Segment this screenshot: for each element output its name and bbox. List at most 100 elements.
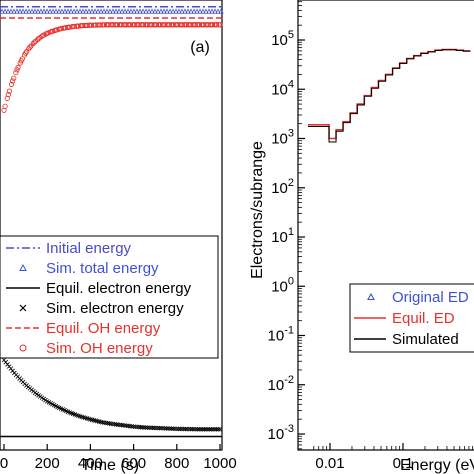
sim-total-marker [89, 8, 95, 14]
sim-total-marker [113, 8, 119, 14]
panel-a: 0 200 400 600 800 1000 (a) Time (s) Initial e… [0, 0, 237, 474]
sim-electron-marker [152, 425, 157, 431]
sim-total-marker [185, 8, 191, 14]
legend-a-entry: Initial energy [6, 240, 132, 257]
sim-total-marker [191, 8, 197, 14]
legend-a-label: Sim. electron energy [46, 300, 184, 317]
sim-total-marker [35, 8, 41, 14]
sim-electron-marker [200, 427, 206, 432]
sim-total-marker [53, 8, 59, 14]
sim-electron-marker [169, 426, 174, 431]
sim-total-marker [119, 8, 125, 14]
legend-a-entry: Sim. OH energy [19, 340, 153, 357]
sim-total-marker [11, 8, 17, 14]
sim-oh-marker [2, 103, 8, 109]
sim-total-marker [23, 8, 29, 14]
sim-electron-marker [174, 426, 180, 432]
sim-total-marker [155, 8, 161, 14]
sim-total-marker [29, 8, 35, 14]
sim-total-marker [0, 8, 5, 14]
sim-electron-marker [157, 425, 162, 431]
sim-total-marker [83, 8, 89, 14]
sim-electron-marker [198, 427, 204, 432]
legend-b-swatch [367, 292, 375, 301]
sim-electron-marker [98, 419, 104, 425]
sim-total-marker [161, 8, 167, 14]
sim-total-marker [44, 8, 50, 14]
series-sim-oh-energy [1, 22, 223, 113]
sim-total-marker [20, 8, 26, 14]
legend-b-label: Equil. ED [392, 310, 455, 327]
sim-oh-marker [31, 39, 37, 45]
x-axis-title-a: Time (s) [81, 457, 139, 474]
sim-total-marker [122, 8, 128, 14]
sim-total-marker [212, 8, 218, 14]
sim-electron-marker [141, 425, 147, 430]
sim-oh-marker [10, 78, 16, 84]
sim-electron-marker [145, 425, 150, 430]
sim-oh-marker [27, 44, 33, 50]
sim-total-marker [14, 8, 20, 14]
sim-electron-marker [103, 420, 109, 426]
sim-total-marker [26, 8, 32, 14]
sim-total-marker [146, 8, 152, 14]
sim-total-marker [158, 8, 164, 14]
sim-total-marker [32, 8, 38, 14]
sim-electron-marker [214, 427, 219, 432]
sim-oh-marker [19, 56, 25, 62]
y-tick-label-b: 102 [271, 177, 294, 197]
legend-a-label: Sim. OH energy [46, 340, 153, 357]
panel-b-frame [297, 0, 474, 451]
legend-a-label: Equil. OH energy [46, 320, 161, 337]
sim-electron-marker [188, 426, 193, 432]
sim-total-marker [71, 8, 77, 14]
y-tick-label-b: 101 [271, 226, 294, 246]
sim-oh-marker [214, 22, 220, 28]
legend-b-label: Original ED [392, 289, 469, 306]
sim-electron-marker [193, 426, 199, 432]
sim-electron-marker [164, 426, 169, 431]
sim-total-marker [209, 8, 215, 14]
sim-total-marker [164, 8, 170, 14]
sim-total-marker [125, 8, 131, 14]
sim-total-marker [95, 8, 101, 14]
sim-electron-marker [195, 426, 200, 432]
sim-total-marker [77, 8, 83, 14]
sim-total-marker [128, 8, 134, 14]
x-tick-label-a: 800 [164, 455, 189, 472]
y-tick-label-b: 103 [271, 128, 294, 148]
sim-total-marker [47, 8, 53, 14]
panel-label-a: (a) [190, 39, 210, 56]
legend-b-entry: Original ED [367, 289, 469, 306]
sim-electron-marker [186, 426, 192, 432]
sim-electron-marker [176, 426, 181, 432]
sim-total-marker [101, 8, 107, 14]
sim-electron-marker [205, 427, 211, 432]
sim-total-marker [182, 8, 188, 14]
sim-electron-marker [171, 426, 176, 431]
sim-oh-marker [8, 81, 15, 87]
sim-electron-marker [210, 427, 216, 432]
sim-total-marker [179, 8, 185, 14]
panel-a-frame [0, 0, 223, 451]
sim-total-marker [8, 8, 14, 14]
sim-electron-marker [101, 420, 107, 425]
panel-b-data [308, 48, 471, 143]
x-tick-label-a: 600 [121, 455, 146, 472]
series-sim-total-energy [0, 8, 224, 14]
legend-b: Original ED Equil. ED Simulated [349, 283, 474, 353]
sim-electron-marker [146, 425, 152, 430]
series-sim-electron-energy [1, 357, 223, 432]
y-tick-label-b: 10-3 [268, 423, 294, 443]
sim-total-marker [140, 8, 146, 14]
x-axis-title-b: Energy (eV [400, 457, 474, 474]
sim-total-marker [110, 8, 116, 14]
sim-electron-marker [203, 427, 209, 432]
sim-oh-marker [4, 95, 10, 102]
legend-b-label: Simulated [392, 331, 459, 348]
sim-electron-marker [209, 427, 214, 432]
legend-a-entry: Equil. OH energy [6, 320, 161, 337]
sim-electron-marker [155, 425, 161, 431]
sim-total-marker [152, 8, 158, 14]
sim-electron-marker [167, 426, 173, 431]
